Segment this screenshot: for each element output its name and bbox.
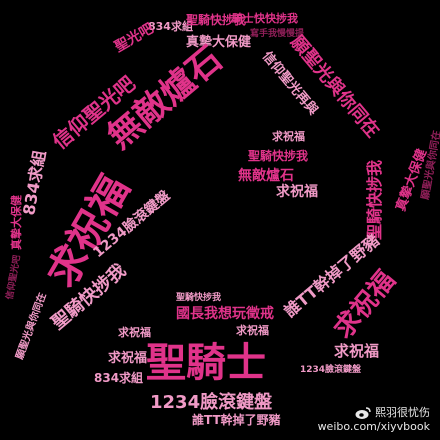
word: 聖騎士: [146, 340, 266, 386]
word: 求祝福: [108, 350, 147, 366]
word: 求祝福: [236, 323, 269, 337]
word: 願聖光與你同在: [13, 291, 49, 361]
word: 求祝福: [272, 129, 305, 143]
word: 834求組: [148, 19, 193, 33]
word: 誰TT幹掉了野豬: [192, 412, 281, 427]
watermark: 熙羽很忧伤 weibo.com/xiyvbook: [318, 406, 430, 434]
word: 真摯大保健: [9, 194, 23, 250]
weibo-url: weibo.com/xiyvbook: [317, 420, 430, 433]
weibo-logo-icon: [355, 407, 371, 419]
word: 求祝福: [334, 342, 379, 360]
word: 真摯大保健: [186, 34, 251, 50]
word: 1234臉滾鍵盤: [300, 363, 362, 375]
word: 834求組: [19, 149, 49, 217]
word: 1234臉滾鍵盤: [150, 391, 273, 413]
word: 聖光吧: [112, 20, 157, 56]
word: 求祝福: [118, 325, 151, 339]
word: 騎士快快捗我: [232, 11, 298, 25]
word: 834求組: [94, 370, 143, 385]
word: 求祝福: [276, 183, 318, 200]
word: 聖騎快捗我: [176, 291, 221, 303]
word: 聖騎快捗我: [248, 148, 308, 163]
word: 國長我想玩徵戒: [176, 305, 274, 322]
word: 聖騎快捗我: [365, 160, 384, 240]
word: 無敵爐石: [238, 167, 294, 184]
word: 寫手我慢慢提: [250, 27, 305, 39]
weibo-account: 熙羽很忧伤: [375, 406, 430, 419]
word: 信仰聖光吧: [3, 254, 23, 300]
word: 聖騎快捗我: [186, 12, 246, 27]
